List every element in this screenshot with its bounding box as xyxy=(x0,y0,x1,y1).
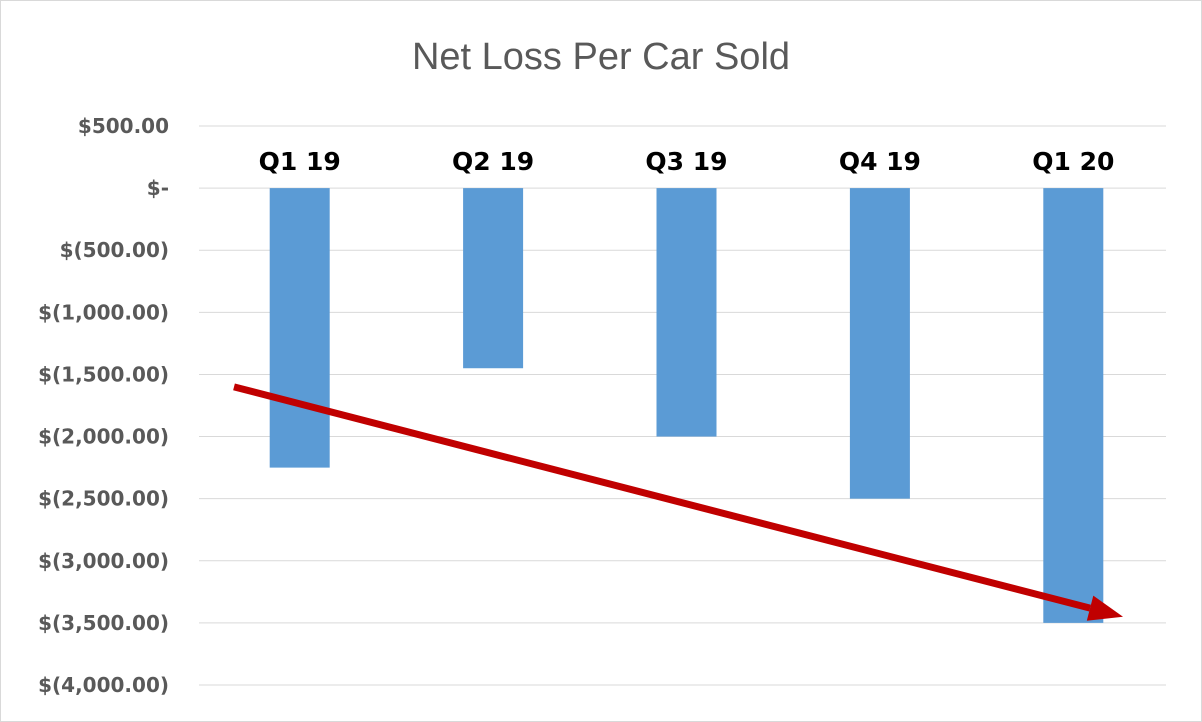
trend-arrow-shaft xyxy=(233,383,1091,612)
bar xyxy=(463,188,524,369)
trend-arrow xyxy=(233,383,1123,621)
y-tick-label: $(1,000.00) xyxy=(38,300,169,324)
category-label: Q1 20 xyxy=(1032,147,1114,176)
y-tick-label: $(1,500.00) xyxy=(38,362,169,386)
category-labels: Q1 19 Q2 19 Q3 19 Q4 19 Q1 20 xyxy=(259,147,1115,176)
bars xyxy=(269,188,1104,623)
category-label: Q1 19 xyxy=(259,147,341,176)
category-label: Q2 19 xyxy=(452,147,534,176)
y-tick-label: $(2,500.00) xyxy=(38,487,169,511)
bar xyxy=(656,188,717,437)
y-tick-label: $(3,000.00) xyxy=(38,549,169,573)
category-label: Q3 19 xyxy=(645,147,727,176)
y-tick-label: $(500.00) xyxy=(60,238,169,262)
y-tick-label: $(3,500.00) xyxy=(38,611,169,635)
y-axis-tick-labels: $500.00 $- $(500.00) $(1,000.00) $(1,500.00)… xyxy=(38,114,169,697)
y-tick-label: $(2,000.00) xyxy=(38,425,169,449)
chart-title: Net Loss Per Car Sold xyxy=(412,36,790,78)
y-tick-label: $500.00 xyxy=(78,114,169,138)
bar xyxy=(1043,188,1104,623)
trend-arrow-head xyxy=(1086,595,1123,621)
bar xyxy=(849,188,910,499)
category-label: Q4 19 xyxy=(839,147,921,176)
y-tick-label: $- xyxy=(147,176,169,200)
bar xyxy=(269,188,330,468)
y-tick-label: $(4,000.00) xyxy=(38,673,169,697)
